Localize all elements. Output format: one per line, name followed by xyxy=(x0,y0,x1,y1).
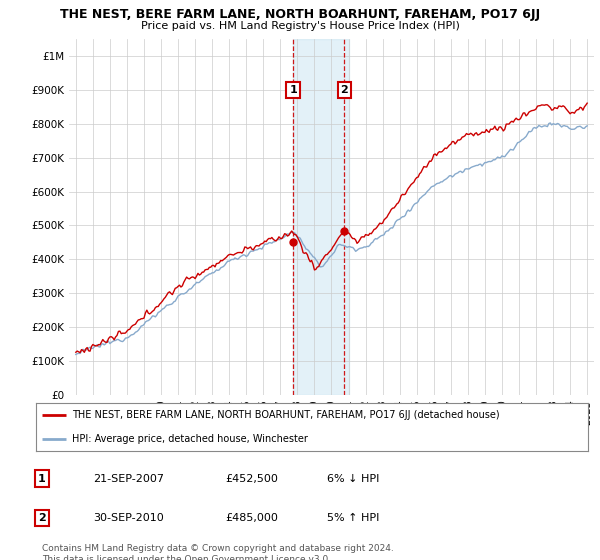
Text: THE NEST, BERE FARM LANE, NORTH BOARHUNT, FAREHAM, PO17 6JJ: THE NEST, BERE FARM LANE, NORTH BOARHUNT… xyxy=(60,8,540,21)
Text: 6% ↓ HPI: 6% ↓ HPI xyxy=(327,474,379,484)
Text: HPI: Average price, detached house, Winchester: HPI: Average price, detached house, Winc… xyxy=(72,434,308,444)
Text: 5% ↑ HPI: 5% ↑ HPI xyxy=(327,513,379,523)
Text: 2: 2 xyxy=(340,85,348,95)
Text: 2: 2 xyxy=(38,513,46,523)
Text: Contains HM Land Registry data © Crown copyright and database right 2024.
This d: Contains HM Land Registry data © Crown c… xyxy=(42,544,394,560)
Text: THE NEST, BERE FARM LANE, NORTH BOARHUNT, FAREHAM, PO17 6JJ (detached house): THE NEST, BERE FARM LANE, NORTH BOARHUNT… xyxy=(72,410,500,420)
Text: 1: 1 xyxy=(38,474,46,484)
Text: Price paid vs. HM Land Registry's House Price Index (HPI): Price paid vs. HM Land Registry's House … xyxy=(140,21,460,31)
Text: 30-SEP-2010: 30-SEP-2010 xyxy=(93,513,164,523)
Bar xyxy=(293,39,349,395)
Text: 1: 1 xyxy=(289,85,297,95)
Text: 21-SEP-2007: 21-SEP-2007 xyxy=(93,474,164,484)
Text: £485,000: £485,000 xyxy=(225,513,278,523)
Text: £452,500: £452,500 xyxy=(225,474,278,484)
